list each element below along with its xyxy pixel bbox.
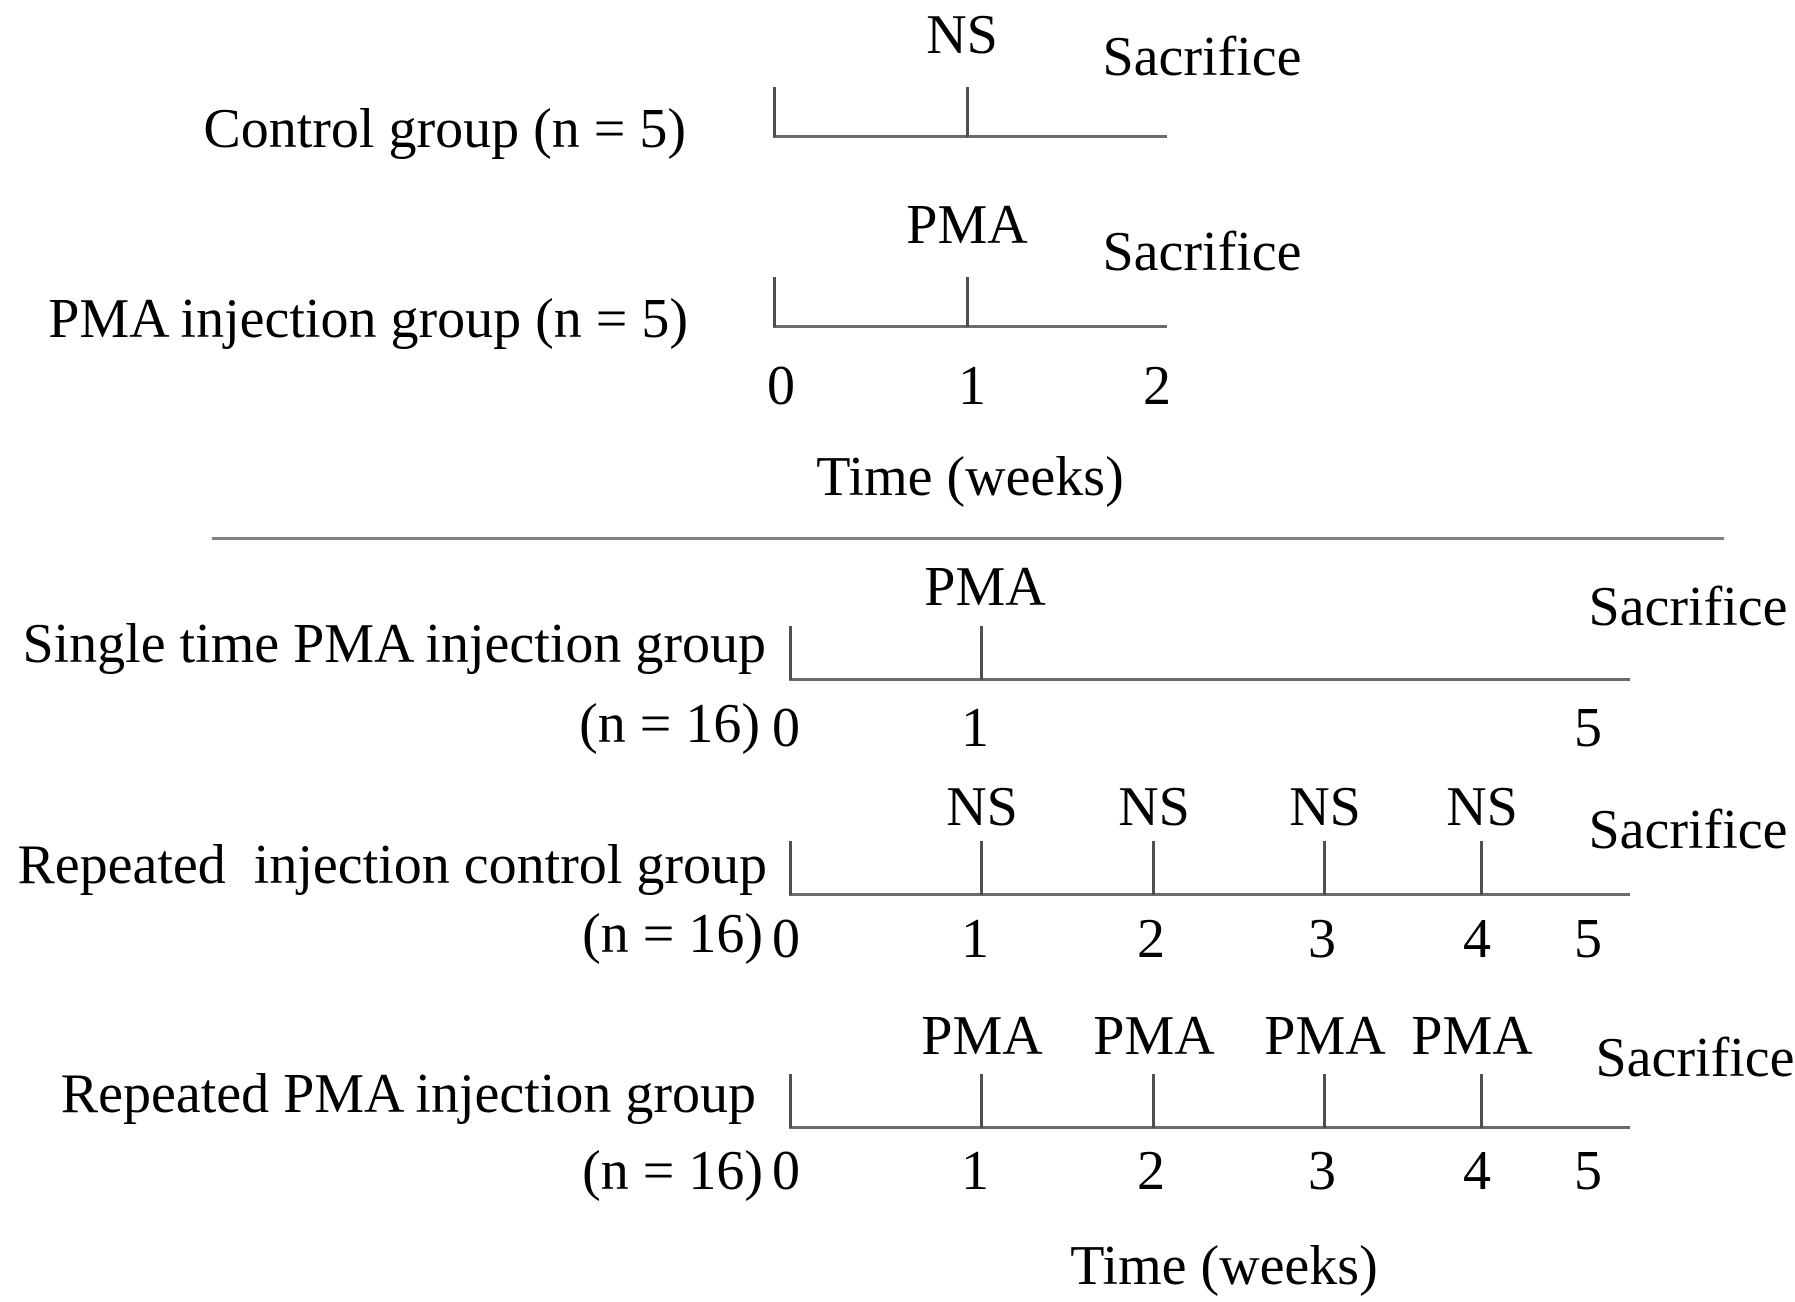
pma-group-sacrifice-label: Sacrifice xyxy=(1102,221,1302,283)
control-group-sacrifice-label: Sacrifice xyxy=(1102,26,1302,88)
repeated-control-axis-number-1: 1 xyxy=(961,908,989,970)
repeated-control-timeline xyxy=(789,893,1630,896)
repeated-pma-tick-week0 xyxy=(789,1074,792,1128)
repeated-control-group-label: Repeated injection control group xyxy=(17,834,767,896)
repeated-control-event-ns-week4-label: NS xyxy=(1446,776,1518,838)
repeated-pma-tick-week1 xyxy=(980,1074,983,1128)
single-pma-axis-number-0: 0 xyxy=(772,697,800,759)
repeated-pma-event-pma-week1-label: PMA xyxy=(921,1005,1043,1067)
repeated-pma-tick-week2 xyxy=(1152,1074,1155,1128)
repeated-control-sacrifice-label: Sacrifice xyxy=(1588,799,1788,861)
repeated-control-tick-week1 xyxy=(980,841,983,895)
repeated-pma-event-pma-week2-label: PMA xyxy=(1093,1005,1215,1067)
control-group-tick-week0 xyxy=(773,87,776,137)
single-pma-group-n-label: (n = 16) xyxy=(579,693,760,755)
repeated-control-axis-number-3: 3 xyxy=(1308,908,1336,970)
repeated-pma-axis-number-3: 3 xyxy=(1308,1140,1336,1202)
repeated-pma-tick-week4 xyxy=(1480,1074,1483,1128)
repeated-control-axis-number-2: 2 xyxy=(1137,908,1165,970)
single-pma-axis-number-5: 5 xyxy=(1574,697,1602,759)
repeated-pma-tick-week3 xyxy=(1323,1074,1326,1128)
control-group-label: Control group (n = 5) xyxy=(203,98,686,160)
pma-group-tick-week0 xyxy=(773,277,776,327)
repeated-control-event-ns-week1-label: NS xyxy=(946,776,1018,838)
repeated-pma-timeline xyxy=(789,1126,1630,1129)
pma-group-label: PMA injection group (n = 5) xyxy=(48,288,688,350)
control-group-tick-week1 xyxy=(966,87,969,137)
repeated-pma-axis-number-1: 1 xyxy=(961,1140,989,1202)
repeated-pma-event-pma-week4-label: PMA xyxy=(1411,1005,1533,1067)
top-axis-number-0: 0 xyxy=(767,355,795,417)
repeated-control-axis-number-4: 4 xyxy=(1463,908,1491,970)
control-group-timeline xyxy=(773,135,1167,138)
repeated-control-tick-week2 xyxy=(1152,841,1155,895)
single-pma-tick-week1 xyxy=(980,626,983,680)
pma-group-timeline xyxy=(773,325,1167,328)
repeated-pma-sacrifice-label: Sacrifice xyxy=(1595,1027,1795,1089)
repeated-pma-group-label: Repeated PMA injection group xyxy=(60,1063,756,1125)
repeated-pma-axis-number-0: 0 xyxy=(772,1140,800,1202)
single-pma-group-label: Single time PMA injection group xyxy=(22,613,766,675)
top-time-axis-label: Time (weeks) xyxy=(816,446,1124,508)
pma-group-tick-week1 xyxy=(966,277,969,327)
section-divider xyxy=(212,537,1724,540)
single-pma-tick-week0 xyxy=(789,626,792,680)
repeated-control-tick-week3 xyxy=(1323,841,1326,895)
repeated-pma-axis-number-2: 2 xyxy=(1137,1140,1165,1202)
single-pma-axis-number-1: 1 xyxy=(961,697,989,759)
repeated-pma-event-pma-week3-label: PMA xyxy=(1264,1005,1386,1067)
control-group-event-ns-label: NS xyxy=(926,4,998,66)
single-pma-timeline xyxy=(789,678,1630,681)
repeated-control-event-ns-week2-label: NS xyxy=(1118,776,1190,838)
pma-group-event-pma-label: PMA xyxy=(906,194,1028,256)
repeated-control-tick-week4 xyxy=(1480,841,1483,895)
repeated-control-event-ns-week3-label: NS xyxy=(1289,776,1361,838)
repeated-control-tick-week0 xyxy=(789,841,792,895)
bottom-time-axis-label: Time (weeks) xyxy=(1070,1235,1378,1297)
repeated-pma-group-n-label: (n = 16) xyxy=(582,1140,763,1202)
single-pma-sacrifice-label: Sacrifice xyxy=(1588,576,1788,638)
repeated-control-axis-number-5: 5 xyxy=(1574,908,1602,970)
single-pma-event-pma-week1-label: PMA xyxy=(924,556,1046,618)
top-axis-number-1: 1 xyxy=(958,355,986,417)
repeated-pma-axis-number-5: 5 xyxy=(1574,1140,1602,1202)
repeated-pma-axis-number-4: 4 xyxy=(1463,1140,1491,1202)
repeated-control-group-n-label: (n = 16) xyxy=(582,903,763,965)
repeated-control-axis-number-0: 0 xyxy=(772,908,800,970)
top-axis-number-2: 2 xyxy=(1143,355,1171,417)
